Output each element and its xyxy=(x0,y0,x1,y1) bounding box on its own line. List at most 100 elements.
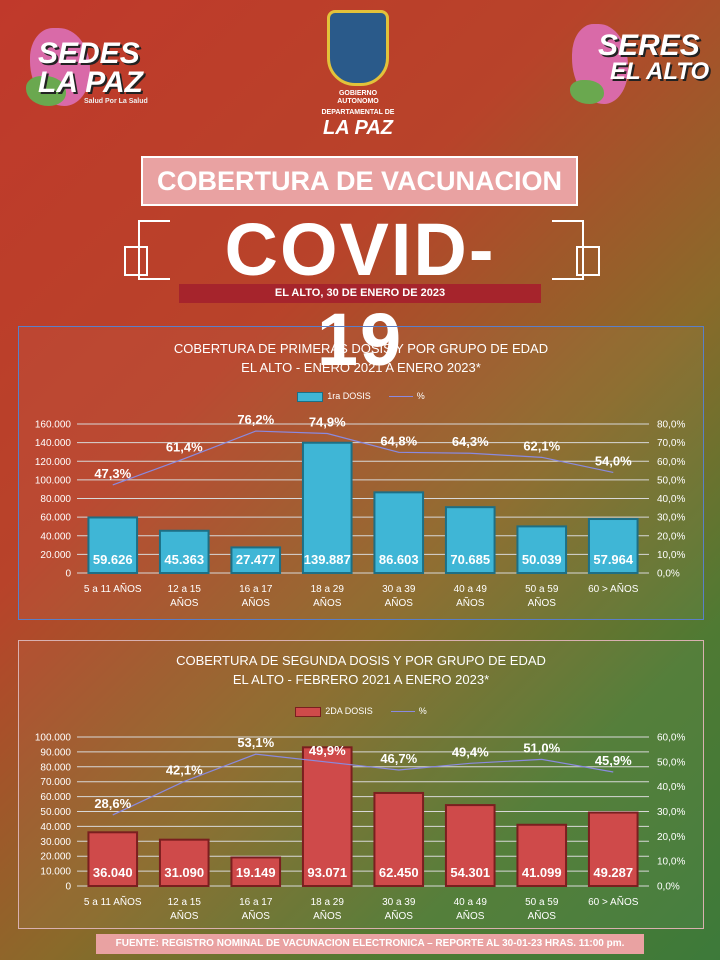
bar-value-label: 54.301 xyxy=(450,865,490,880)
bar-value-label: 93.071 xyxy=(307,865,347,880)
y-tick-label: 80.000 xyxy=(40,762,71,773)
y-tick-label: 20.000 xyxy=(40,550,71,561)
y2-tick-label: 60,0% xyxy=(657,733,685,744)
covid-heading: COVID-19 xyxy=(224,208,496,381)
frame-square-right xyxy=(576,246,600,276)
percent-label: 64,8% xyxy=(380,433,417,448)
logo-word-1: SEDES xyxy=(38,37,140,70)
gov-line-1: GOBIERNO AUTONOMO xyxy=(337,90,379,105)
chart-first-dose: 0 20.000 40.000 60.000 80.000 100.000 120.000 1… xyxy=(35,412,686,609)
gobierno-la-paz-logo: GOBIERNO AUTONOMO DEPARTAMENTAL DE LA PA… xyxy=(318,10,398,140)
seres-el-alto-logo: SERES EL ALTO xyxy=(570,24,710,104)
bar-value-label: 50.039 xyxy=(522,552,562,567)
y2-tick-label: 30,0% xyxy=(657,807,685,818)
y-tick-label: 100.000 xyxy=(35,733,72,744)
x-tick-label: AÑOS xyxy=(528,909,557,922)
bar xyxy=(516,823,568,888)
gov-line-3: LA PAZ xyxy=(323,117,393,140)
frame-left xyxy=(138,220,170,280)
x-tick-label: AÑOS xyxy=(313,596,342,609)
y-tick-label: 120.000 xyxy=(35,457,72,468)
y-tick-label: 40.000 xyxy=(40,531,71,542)
x-tick-label: 60 > AÑOS xyxy=(588,895,639,908)
legend-swatch-line xyxy=(388,396,413,398)
percent-label: 49,9% xyxy=(309,743,346,758)
y2-tick-label: 0,0% xyxy=(657,569,680,580)
y2-tick-label: 30,0% xyxy=(657,513,685,524)
percent-label: 64,3% xyxy=(452,434,489,449)
chart-title: COBERTURA DE SEGUNDA DOSIS Y POR GRUPO D… xyxy=(176,653,546,668)
bar-value-label: 70.685 xyxy=(450,552,490,567)
y-tick-label: 0 xyxy=(65,882,71,893)
x-tick-label: 5 a 11 AÑOS xyxy=(84,895,142,908)
page-title: COBERTURA DE VACUNACION xyxy=(141,156,578,206)
chart-subtitle: EL ALTO - FEBRERO 2021 A ENERO 2023* xyxy=(232,672,490,687)
legend-swatch-bar xyxy=(295,706,322,717)
y-tick-label: 0 xyxy=(65,569,71,580)
x-tick-label: 16 a 17 xyxy=(239,584,273,595)
bar-value-label: 19.149 xyxy=(236,865,276,880)
percent-label: 47,3% xyxy=(94,466,131,481)
y-tick-label: 30.000 xyxy=(40,837,71,848)
sedes-la-paz-logo: SEDES LA PAZ Salud Por La Salud xyxy=(24,28,164,108)
legend-swatch-bar xyxy=(297,391,324,402)
x-tick-label: 40 a 49 xyxy=(454,897,488,908)
legend-label-bar: 2DA DOSIS xyxy=(325,706,373,716)
y2-tick-label: 10,0% xyxy=(657,857,685,868)
percent-line xyxy=(112,430,614,486)
bar-value-label: 31.090 xyxy=(164,865,204,880)
percent-line xyxy=(112,753,614,816)
y-tick-label: 90.000 xyxy=(40,747,71,758)
bar xyxy=(373,791,425,887)
chart-subtitle: EL ALTO - ENERO 2021 A ENERO 2023* xyxy=(241,360,481,375)
percent-label: 46,7% xyxy=(380,751,417,766)
x-tick-label: AÑOS xyxy=(170,596,199,609)
bar-value-label: 139.887 xyxy=(304,552,351,567)
y2-tick-label: 70,0% xyxy=(657,438,685,449)
bar xyxy=(587,518,639,574)
y-tick-label: 60.000 xyxy=(40,513,71,524)
x-tick-label: 5 a 11 AÑOS xyxy=(84,582,142,595)
bar xyxy=(301,746,353,888)
logo-word-2: EL ALTO xyxy=(610,58,710,85)
percent-label: 28,6% xyxy=(94,796,131,811)
percent-label: 76,2% xyxy=(237,412,274,427)
logo-word-2: LA PAZ xyxy=(38,66,143,99)
frame-right xyxy=(552,220,584,280)
gov-line-2: DEPARTAMENTAL DE xyxy=(321,109,395,117)
bar xyxy=(301,441,353,575)
legend-label-line: % xyxy=(418,706,427,716)
percent-label: 49,4% xyxy=(452,744,489,759)
x-tick-label: 16 a 17 xyxy=(239,897,273,908)
y-tick-label: 100.000 xyxy=(35,475,72,486)
x-tick-label: AÑOS xyxy=(170,909,199,922)
y-tick-label: 140.000 xyxy=(35,438,72,449)
coat-of-arms-icon xyxy=(327,10,389,86)
bar-value-label: 62.450 xyxy=(379,865,419,880)
y-tick-label: 80.000 xyxy=(40,494,71,505)
bar-value-label: 49.287 xyxy=(593,865,633,880)
x-tick-label: 50 a 59 xyxy=(525,897,559,908)
x-tick-label: AÑOS xyxy=(456,909,485,922)
y2-tick-label: 20,0% xyxy=(657,531,685,542)
x-tick-label: AÑOS xyxy=(528,596,557,609)
percent-label: 62,1% xyxy=(523,438,560,453)
y-tick-label: 70.000 xyxy=(40,777,71,788)
x-tick-label: 40 a 49 xyxy=(454,584,488,595)
percent-label: 42,1% xyxy=(166,762,203,777)
x-tick-label: AÑOS xyxy=(242,909,271,922)
bar-value-label: 59.626 xyxy=(93,552,133,567)
y2-tick-label: 40,0% xyxy=(657,494,685,505)
y-tick-label: 40.000 xyxy=(40,822,71,833)
bar xyxy=(87,831,139,887)
chart-legend: 1ra DOSIS% xyxy=(19,391,703,402)
logo-word-1: SERES xyxy=(598,29,700,62)
bar-value-label: 41.099 xyxy=(522,865,562,880)
bar xyxy=(158,529,210,574)
y2-tick-label: 0,0% xyxy=(657,882,680,893)
y2-tick-label: 10,0% xyxy=(657,550,685,561)
x-tick-label: 50 a 59 xyxy=(525,584,559,595)
chart-panel-second-dose: COBERTURA DE SEGUNDA DOSIS Y POR GRUPO D… xyxy=(18,640,704,929)
bar xyxy=(230,546,282,575)
bar xyxy=(87,516,139,574)
